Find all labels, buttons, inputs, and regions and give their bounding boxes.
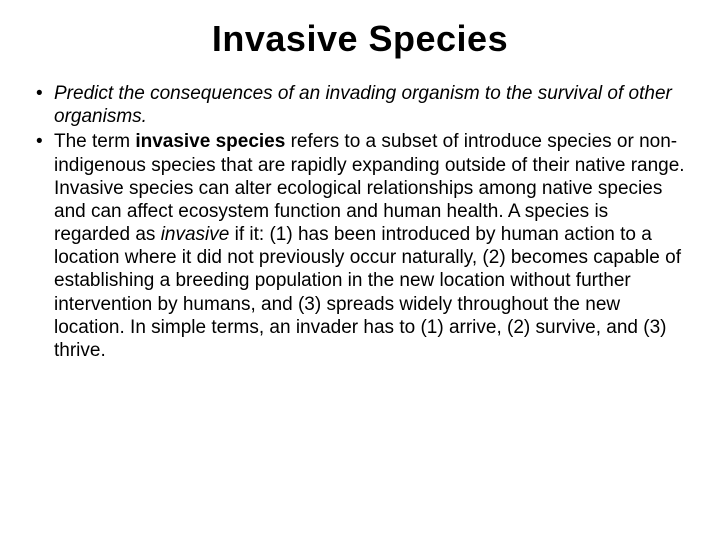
bullet-text: Predict the consequences of an invading … <box>54 83 672 127</box>
bullet-text-segment: The term <box>54 131 135 152</box>
list-item: The term invasive species refers to a su… <box>34 130 686 362</box>
bullet-text-term-italic: invasive <box>161 224 230 245</box>
list-item: Predict the consequences of an invading … <box>34 82 686 128</box>
slide-title: Invasive Species <box>28 18 692 60</box>
bullet-text-term: invasive species <box>135 131 285 152</box>
slide: Invasive Species Predict the consequence… <box>0 0 720 540</box>
bullet-list: Predict the consequences of an invading … <box>28 82 692 362</box>
